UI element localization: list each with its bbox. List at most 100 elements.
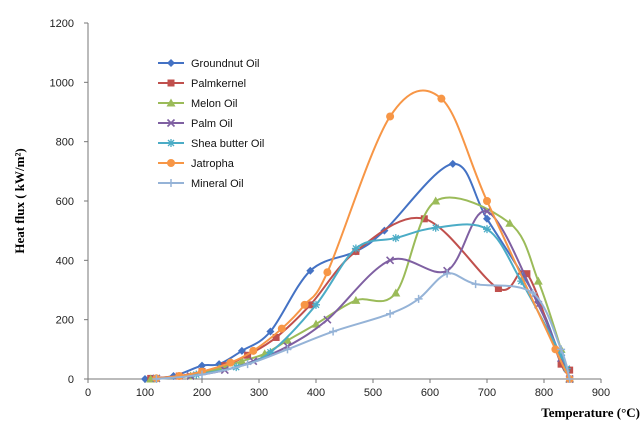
data-point [277,324,286,333]
x-tick-label: 500 [364,387,382,399]
y-tick-label: 0 [68,374,74,386]
legend-label: Palm Oil [191,118,233,130]
data-point [198,370,206,379]
data-point [283,345,292,354]
y-tick-label: 600 [56,196,74,208]
data-point [483,225,491,234]
legend-marker [167,59,175,67]
data-point [141,375,149,383]
series-palm-oil [152,207,574,384]
data-point [483,214,491,223]
data-point [272,333,280,341]
legend-marker [167,139,175,147]
series-jatropha [152,89,574,383]
data-point [351,244,360,253]
data-point [266,327,275,336]
data-point [505,218,515,227]
y-tick-label: 800 [56,137,74,149]
data-point [226,358,235,367]
data-point [391,234,400,243]
legend-item: Mineral Oil [158,178,244,190]
data-point [386,256,395,265]
x-tick-label: 900 [592,387,610,399]
legend-label: Palmkernel [191,78,246,90]
data-point [431,223,440,232]
legend-item: Groundnut Oil [158,58,259,70]
series-groundnut-oil [141,159,571,383]
x-tick-label: 700 [478,387,496,399]
series-mineral-oil [152,269,574,383]
data-point [528,288,537,297]
series-melon-oil [146,196,575,383]
data-point [312,300,320,309]
data-point [329,327,338,336]
data-point [249,346,258,355]
x-tick-label: 0 [85,387,91,399]
data-point [551,345,560,354]
x-tick-label: 400 [307,387,325,399]
data-point [517,277,526,286]
data-point [557,351,566,360]
data-point [448,159,457,168]
y-tick-label: 1000 [50,77,74,89]
data-point [386,112,395,121]
legend-label: Groundnut Oil [191,58,259,70]
data-point [237,346,246,355]
legend-item: Jatropha [158,158,235,170]
y-tick-label: 200 [56,315,74,327]
y-tick-labels: 0 200 400 600 800 1000 1200 [50,18,88,386]
data-point [391,288,401,297]
data-point [482,207,492,216]
data-point [152,375,161,383]
y-tick-label: 400 [56,255,74,267]
legend: Groundnut Oil Palmkernel Melon Oil Palm Oil… [158,58,264,190]
x-tick-label: 600 [421,387,439,399]
data-point [414,294,423,303]
data-point [300,300,309,309]
data-point [431,196,441,205]
data-point [557,360,565,368]
x-tick-label: 100 [136,387,154,399]
data-point [198,361,206,370]
data-point [420,215,428,223]
plot-area [141,89,575,384]
data-point [146,374,156,383]
legend-marker [167,179,175,187]
data-point [311,319,321,328]
data-point [243,360,252,369]
legend-label: Jatropha [191,158,235,170]
series-line [156,89,571,380]
data-point [483,197,491,205]
data-point [237,356,247,365]
legend-item: Palm Oil [158,118,233,130]
data-point [306,301,314,309]
data-point [351,295,361,304]
data-point [266,348,275,357]
x-tick-label: 800 [535,387,553,399]
data-point [557,345,566,354]
axes [87,23,601,380]
legend-item: Melon Oil [158,98,237,110]
data-point [443,269,452,278]
legend-marker [166,118,176,128]
data-point [471,280,480,289]
x-tick-labels: 0 100 200 300 400 500 600 700 800 900 [85,379,610,399]
data-point [283,335,292,344]
legend-marker [166,98,176,107]
data-point [494,285,502,293]
data-point [566,366,574,374]
x-tick-label: 300 [250,387,268,399]
data-point [437,94,446,103]
data-point [523,270,531,278]
series-line [156,210,571,380]
x-tick-label: 200 [193,387,211,399]
y-tick-label: 1200 [50,18,74,30]
legend-marker [167,79,175,87]
legend-label: Melon Oil [191,98,237,110]
legend-marker [167,159,175,167]
x-axis-title: Temperature (°C) [541,405,640,420]
data-point [386,309,395,318]
data-point [323,268,332,277]
y-axis-title: Heat flux ( kW/m²) [12,148,27,253]
